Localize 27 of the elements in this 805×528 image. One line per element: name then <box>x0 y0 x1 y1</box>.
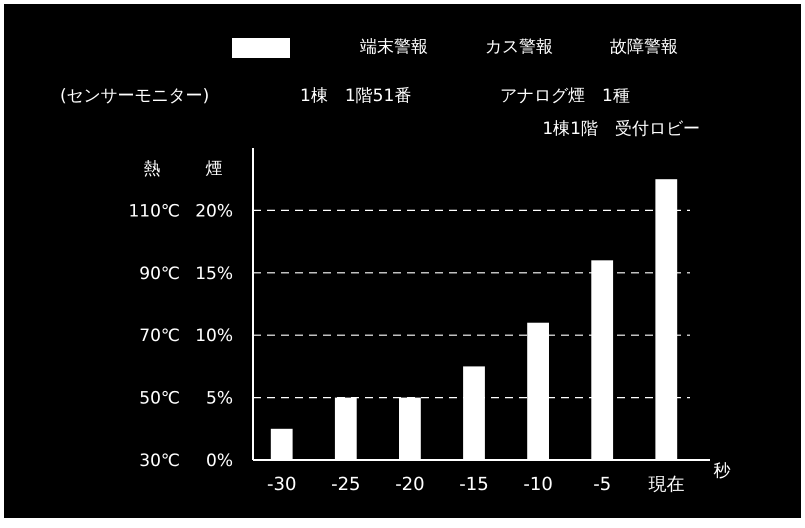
y2-axis-title: 熱 <box>144 159 160 179</box>
y-tick-label: 15% <box>195 264 233 284</box>
y-tick-label: 0% <box>206 450 233 471</box>
x-tick-label: -25 <box>331 474 361 495</box>
x-tick-label: 現在 <box>648 474 684 495</box>
x-axis-title: 秒 <box>714 461 730 481</box>
y-tick-label: 5% <box>206 388 233 409</box>
y-axis-title: 煙 <box>206 159 222 179</box>
y-tick-label: 10% <box>195 326 233 346</box>
text: カス警報 <box>485 37 553 57</box>
x-tick-label: -15 <box>459 474 489 495</box>
x-tick-label: -10 <box>523 474 553 495</box>
text: 端末警報 <box>360 37 428 57</box>
y-tick-label: 20% <box>195 201 233 222</box>
y2-tick-label: 50℃ <box>139 388 180 409</box>
y2-tick-label: 110℃ <box>128 201 180 222</box>
text: 1棟 1階51番 <box>300 86 412 106</box>
text: 故障警報 <box>610 37 678 57</box>
x-tick-label: -30 <box>267 474 296 495</box>
y2-tick-label: 90℃ <box>139 264 180 284</box>
x-tick-label: -5 <box>593 474 612 495</box>
x-tick-label: -20 <box>395 474 425 495</box>
y2-tick-label: 70℃ <box>139 326 180 346</box>
text: アナログ煙 1種 <box>500 86 630 106</box>
y2-tick-label: 30℃ <box>139 450 180 471</box>
text: 1棟1階 受付ロビー <box>542 119 700 139</box>
text: (センサーモニター) <box>60 86 210 106</box>
